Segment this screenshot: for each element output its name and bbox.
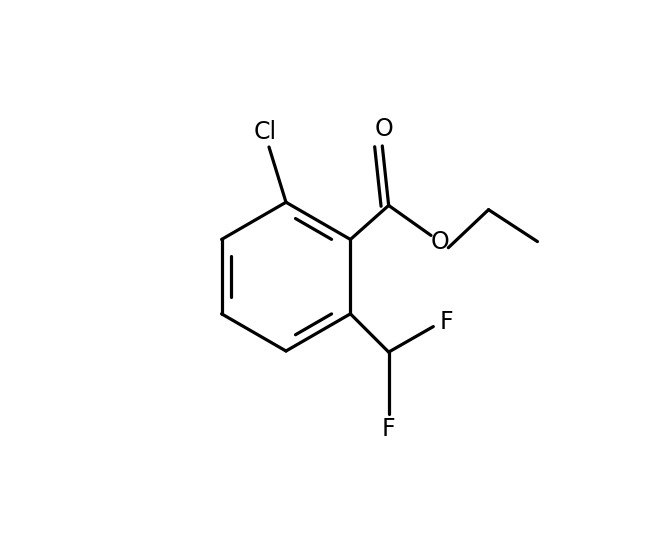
Text: F: F — [382, 417, 395, 440]
Text: O: O — [375, 117, 394, 141]
Text: O: O — [430, 230, 449, 253]
Text: F: F — [440, 310, 453, 335]
Text: Cl: Cl — [253, 120, 276, 144]
